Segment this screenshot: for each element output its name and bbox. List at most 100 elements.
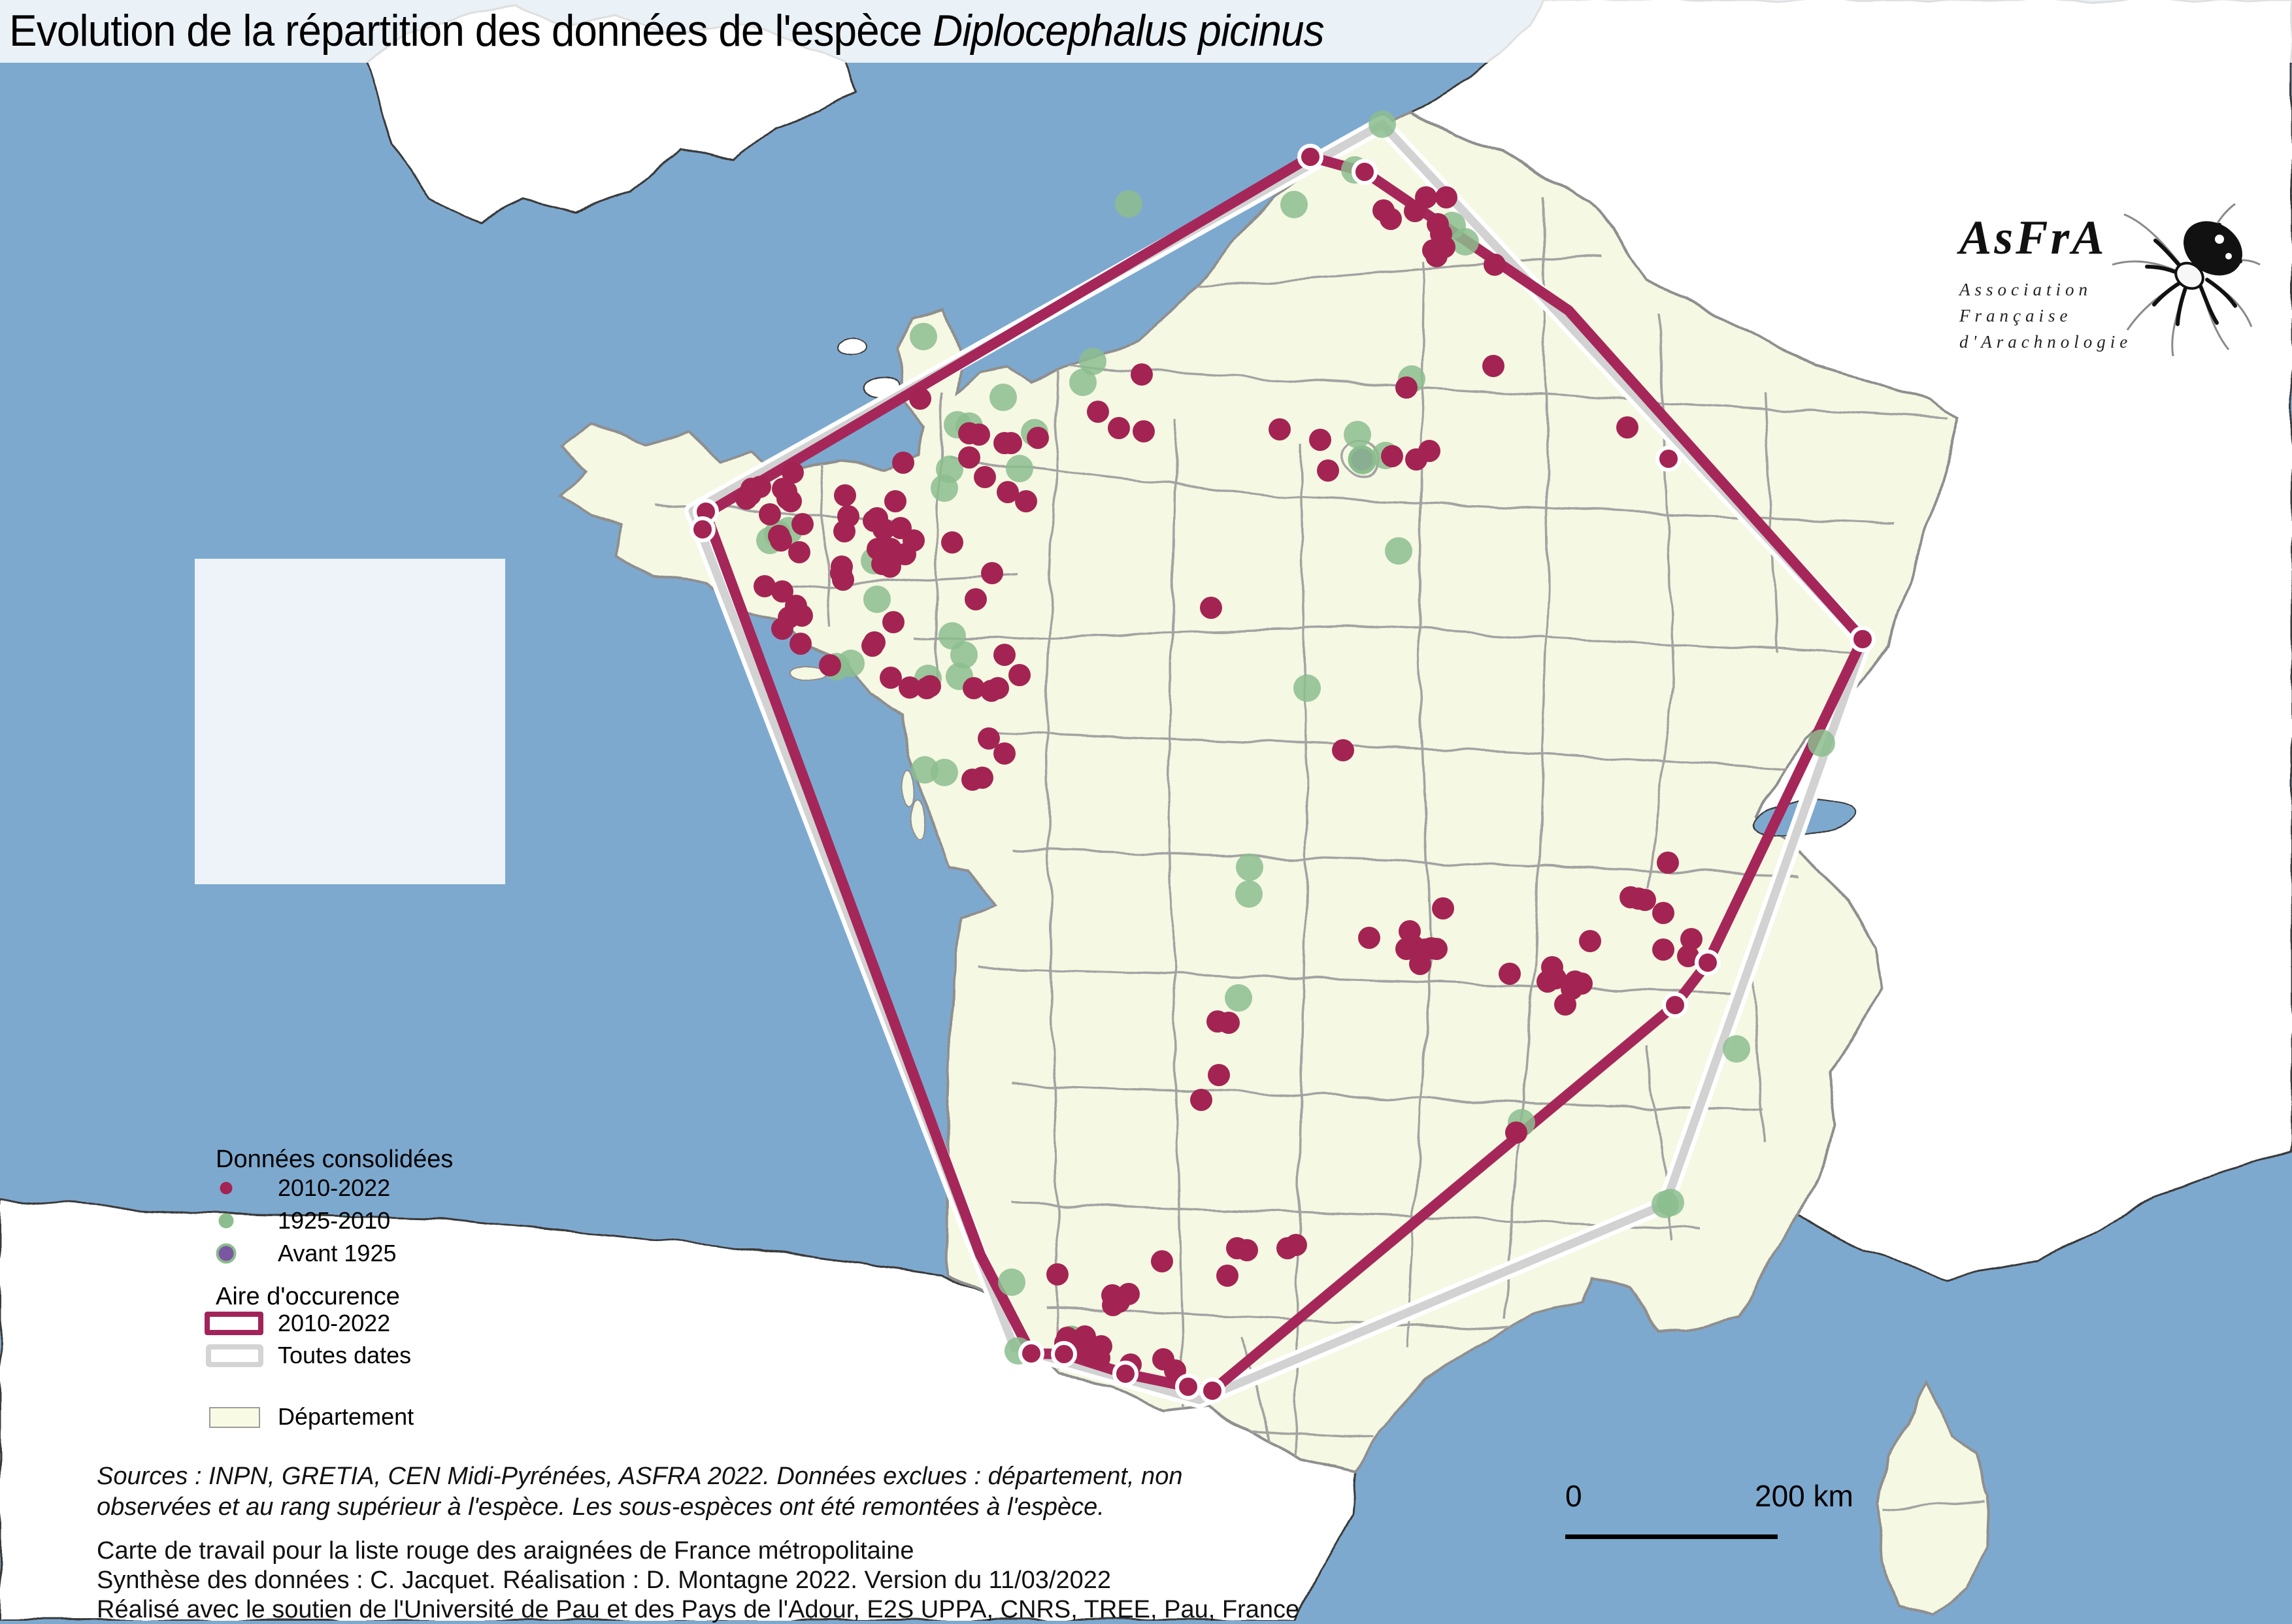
occurrence-dot — [950, 641, 978, 669]
legend-label: 2010-2022 — [278, 1310, 391, 1336]
occurrence-dot — [1680, 928, 1702, 950]
occurrence-dot — [941, 531, 963, 554]
scale-bar: 0 200 km — [1565, 1478, 1853, 1544]
scale-bar-line — [1565, 1534, 1778, 1539]
occurrence-dot — [1358, 927, 1380, 949]
occurrence-dot — [1381, 445, 1403, 467]
occurrence-dot — [754, 575, 776, 597]
asfra-subtitle-line3: d'Arachnologie — [1959, 332, 2133, 352]
occurrence-dot — [965, 588, 987, 610]
asfra-subtitle-line1: Association — [1959, 280, 2092, 299]
occurrence-dot — [1579, 930, 1601, 952]
legend-dot-avant-1925 — [216, 1243, 237, 1264]
occurrence-dot — [1309, 429, 1331, 451]
legend-swatch-occurrence-all — [206, 1344, 263, 1367]
credits-line1: Carte de travail pour la liste rouge des… — [97, 1537, 914, 1565]
occurrence-dot — [1418, 440, 1440, 462]
occurrence-dot — [1079, 348, 1106, 375]
occurrence-dot — [910, 323, 937, 350]
occurrence-dot — [1695, 950, 1721, 976]
occurrence-dot — [1236, 1239, 1258, 1261]
islet — [911, 799, 925, 842]
occurrence-dot — [1208, 1064, 1230, 1086]
asfra-acronym: AsFrA — [1959, 211, 2107, 265]
occurrence-dot — [863, 586, 891, 613]
occurrence-dot — [1046, 1263, 1069, 1285]
channel-island — [837, 339, 867, 357]
occurrence-dot — [892, 452, 914, 474]
occurrence-dot — [958, 446, 980, 469]
occurrence-dot — [993, 644, 1016, 666]
occurrence-dot — [1280, 191, 1308, 218]
spider-icon — [2112, 203, 2261, 357]
legend: Données consolidées 2010-2022 1925-2010 … — [195, 559, 505, 1430]
legend-dot-2010-2022 — [220, 1182, 233, 1195]
occurrence-dot — [993, 742, 1016, 765]
legend-label: Avant 1925 — [278, 1240, 397, 1267]
occurrence-dot — [879, 555, 901, 578]
occurrence-dot — [1317, 459, 1339, 482]
occurrence-dot — [1051, 1341, 1077, 1367]
occurrence-dot — [872, 518, 895, 540]
occurrence-dot — [1225, 984, 1252, 1012]
occurrence-dot — [1415, 186, 1437, 208]
occurrence-dot — [981, 562, 1003, 584]
occurrence-dot — [1385, 537, 1412, 565]
occurrence-dot — [899, 676, 921, 699]
occurrence-dot — [987, 677, 1009, 699]
credits-line2: Synthèse des données : C. Jacquet. Réali… — [97, 1566, 1112, 1594]
occurrence-dot — [1657, 1189, 1684, 1216]
occurrence-dot — [997, 481, 1019, 503]
asfra-logo: AsFrA Association Française d'Arachnolog… — [1954, 196, 2261, 366]
occurrence-dot — [1190, 1089, 1212, 1111]
occurrence-dot — [880, 667, 902, 689]
occurrence-dot — [1115, 190, 1142, 218]
occurrence-dot — [780, 490, 802, 512]
occurrence-dot — [1118, 1283, 1140, 1305]
occurrence-dot — [1216, 1265, 1238, 1287]
occurrence-dot — [1027, 427, 1049, 449]
occurrence-dot — [1293, 674, 1321, 702]
occurrence-dot — [771, 580, 793, 603]
legend-swatch-occurrence-2010 — [205, 1312, 263, 1335]
occurrence-dot — [1332, 739, 1354, 761]
occurrence-dot — [819, 654, 841, 676]
occurrence-dot — [1200, 597, 1222, 619]
occurrence-dot — [963, 677, 985, 699]
occurrence-dot — [1432, 897, 1454, 920]
occurrence-dot — [833, 520, 855, 542]
sources-note-line1: Sources : INPN, GRETIA, CEN Midi-Pyrénée… — [97, 1463, 1183, 1490]
occurrence-dot — [1102, 1294, 1124, 1316]
occurrence-dot — [1164, 1359, 1186, 1382]
occurrence-dot — [998, 1268, 1025, 1296]
occurrence-dot — [1269, 418, 1291, 440]
occurrence-dot — [1285, 1234, 1307, 1256]
occurrence-dot — [1482, 355, 1504, 377]
occurrence-dot — [1349, 447, 1376, 474]
occurrence-dot — [1425, 938, 1448, 960]
occurrence-dot — [1236, 853, 1263, 881]
occurrence-dot — [1088, 1347, 1110, 1369]
occurrence-dot — [789, 633, 812, 655]
occurrence-dot — [1131, 363, 1153, 386]
occurrence-dot — [1015, 490, 1037, 512]
species-name: Diplocephalus picinus — [933, 6, 1324, 56]
occurrence-dot — [1018, 1340, 1044, 1367]
occurrence-dot — [735, 488, 757, 510]
occurrence-dot — [834, 484, 856, 506]
occurrence-dot — [1657, 852, 1679, 874]
title-text: Evolution de la répartition des données … — [9, 6, 933, 56]
occurrence-dot — [1484, 254, 1506, 276]
occurrence-dot — [974, 466, 996, 488]
occurrence-dot — [1087, 401, 1109, 423]
legend-dot-1925-2010 — [218, 1213, 234, 1229]
occurrence-dot — [1536, 970, 1559, 993]
islet — [903, 769, 916, 806]
occurrence-dot — [1199, 1378, 1225, 1404]
occurrence-dot — [837, 650, 865, 677]
asfra-subtitle-line2: Française — [1959, 306, 2072, 325]
occurrence-dot — [1108, 417, 1130, 439]
occurrence-dot — [1008, 664, 1031, 686]
occurrence-dot — [931, 474, 958, 502]
occurrence-dot — [1425, 245, 1448, 267]
